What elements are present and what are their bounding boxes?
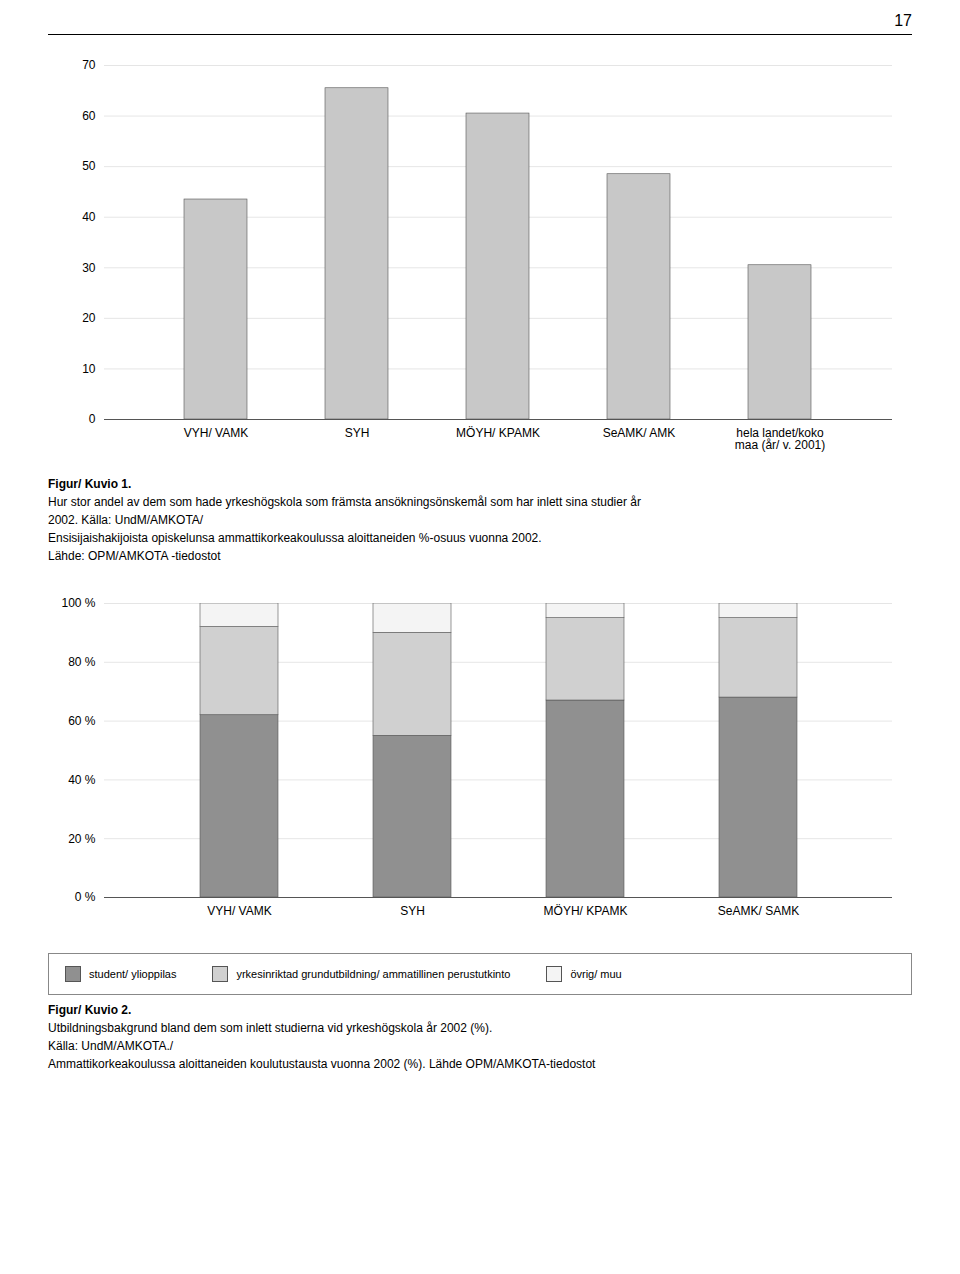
svg-text:80 %: 80 % — [68, 655, 96, 669]
html-text:övrig/ muu: övrig/ muu — [570, 968, 622, 980]
svg-text:30: 30 — [82, 261, 96, 275]
svg-text:70: 70 — [82, 58, 96, 72]
html-text:2002. Källa: UndM/AMKOTA/: 2002. Källa: UndM/AMKOTA/ — [48, 513, 204, 527]
svg-text:VYH/ VAMK: VYH/ VAMK — [184, 426, 248, 440]
svg-text:20 %: 20 % — [68, 832, 96, 846]
svg-text:0: 0 — [89, 412, 96, 426]
svg-text:100 %: 100 % — [61, 596, 95, 610]
svg-text:0 %: 0 % — [75, 890, 96, 904]
svg-text:50: 50 — [82, 159, 96, 173]
svg-text:hela landet/kokomaa (år/ v. 20: hela landet/kokomaa (år/ v. 2001) — [735, 426, 825, 452]
svg-text:60 %: 60 % — [68, 714, 96, 728]
svg-text:20: 20 — [82, 311, 96, 325]
svg-text:SeAMK/ AMK: SeAMK/ AMK — [603, 426, 676, 440]
svg-text:SYH: SYH — [345, 426, 370, 440]
html-text:yrkesinriktad grundutbildning/: yrkesinriktad grundutbildning/ ammatilli… — [236, 968, 511, 980]
html-text:Figur/ Kuvio 1.: Figur/ Kuvio 1. — [48, 477, 132, 491]
html-text:Källa: UndM/AMKOTA./: Källa: UndM/AMKOTA./ — [48, 1039, 174, 1053]
html-text:student/ ylioppilas: student/ ylioppilas — [89, 968, 177, 980]
html-text:Lähde: OPM/AMKOTA -tiedostot: Lähde: OPM/AMKOTA -tiedostot — [48, 549, 221, 563]
html-text:Ammattikorkeakoulussa aloittan: Ammattikorkeakoulussa aloittaneiden koul… — [48, 1057, 596, 1071]
svg-text:MÖYH/ KPAMK: MÖYH/ KPAMK — [456, 426, 540, 440]
svg-text:SYH: SYH — [400, 904, 425, 918]
html-text:Figur/ Kuvio 2.: Figur/ Kuvio 2. — [48, 1003, 132, 1017]
html-text:Ensisijaishakijoista opiskelun: Ensisijaishakijoista opiskelunsa ammatti… — [48, 531, 542, 545]
html-text:Hur stor andel av dem som hade: Hur stor andel av dem som hade yrkeshögs… — [48, 495, 641, 509]
html-text:17: 17 — [894, 12, 912, 29]
svg-text:10: 10 — [82, 362, 96, 376]
svg-text:VYH/ VAMK: VYH/ VAMK — [207, 904, 271, 918]
svg-text:60: 60 — [82, 109, 96, 123]
svg-text:40 %: 40 % — [68, 773, 96, 787]
html-text:Utbildningsbakgrund bland dem: Utbildningsbakgrund bland dem som inlett… — [48, 1021, 493, 1035]
svg-text:40: 40 — [82, 210, 96, 224]
svg-text:SeAMK/ SAMK: SeAMK/ SAMK — [718, 904, 799, 918]
svg-text:MÖYH/ KPAMK: MÖYH/ KPAMK — [544, 904, 628, 918]
